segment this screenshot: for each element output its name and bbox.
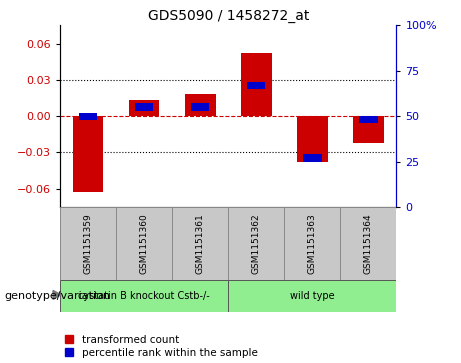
Bar (241, 53, 272, 116)
Bar (60, 280, 228, 312)
Bar (191, 103, 209, 111)
Bar (228, 280, 396, 312)
Bar (359, 116, 378, 123)
Bar (135, 103, 154, 111)
Polygon shape (53, 290, 61, 299)
Bar (340, 207, 396, 280)
Bar (185, 94, 216, 116)
Bar (60, 207, 116, 280)
Text: genotype/variation: genotype/variation (5, 291, 111, 301)
Bar (72, 116, 103, 192)
Text: GSM1151359: GSM1151359 (83, 213, 93, 274)
Title: GDS5090 / 1458272_at: GDS5090 / 1458272_at (148, 9, 309, 23)
Bar (297, 116, 328, 162)
Text: GSM1151363: GSM1151363 (308, 213, 317, 274)
Text: wild type: wild type (290, 291, 335, 301)
Bar (172, 207, 228, 280)
Legend: transformed count, percentile rank within the sample: transformed count, percentile rank withi… (65, 335, 258, 358)
Text: cystatin B knockout Cstb-/-: cystatin B knockout Cstb-/- (78, 291, 210, 301)
Bar (353, 116, 384, 143)
Bar (228, 207, 284, 280)
Text: GSM1151364: GSM1151364 (364, 213, 373, 274)
Text: GSM1151360: GSM1151360 (140, 213, 148, 274)
Bar (79, 113, 97, 120)
Text: GSM1151362: GSM1151362 (252, 213, 261, 274)
Text: GSM1151361: GSM1151361 (195, 213, 205, 274)
Bar (247, 82, 266, 89)
Bar (303, 154, 322, 162)
Bar (284, 207, 340, 280)
Bar (116, 207, 172, 280)
Bar (129, 101, 160, 116)
